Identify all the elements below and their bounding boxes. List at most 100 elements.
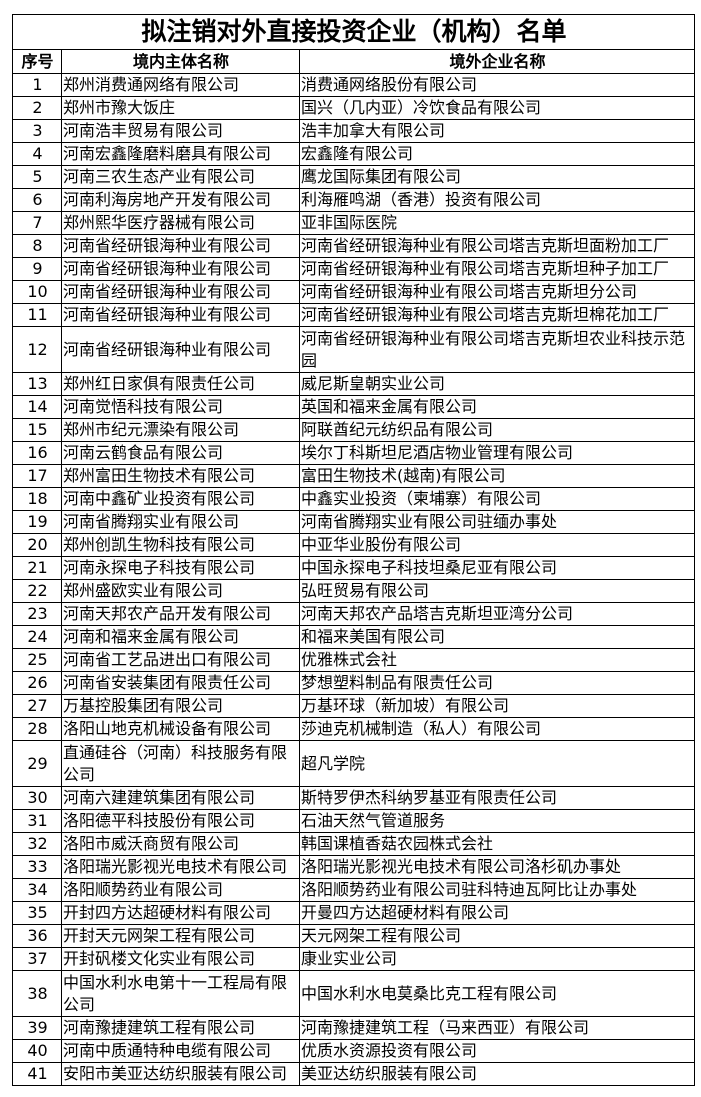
- domestic-name-cell: 郑州盛欧实业有限公司: [61, 579, 300, 603]
- foreign-name-cell: 鹰龙国际集团有限公司: [298, 165, 696, 189]
- table-row: 29 直通硅谷（河南）科技服务有限公司 超凡学院: [12, 740, 696, 787]
- foreign-name-cell: 和福来美国有限公司: [298, 625, 696, 649]
- company-list-table: 拟注销对外直接投资企业（机构）名单 序号 境内主体名称 境外企业名称 1 郑州消费…: [11, 14, 696, 1086]
- foreign-name-cell: 富田生物技术(越南)有限公司: [298, 464, 696, 488]
- domestic-name-cell: 洛阳市威沃商贸有限公司: [61, 832, 300, 856]
- domestic-name-cell: 中国水利水电第十一工程局有限公司: [61, 970, 300, 1017]
- foreign-name-cell: 开曼四方达超硬材料有限公司: [298, 901, 696, 925]
- domestic-name-cell: 郑州消费通网络有限公司: [61, 73, 300, 97]
- seq-cell: 8: [12, 234, 62, 258]
- foreign-name-cell: 河南省经研银海种业有限公司塔吉克斯坦分公司: [298, 280, 696, 304]
- foreign-name-cell: 河南省经研银海种业有限公司塔吉克斯坦农业科技示范园: [298, 326, 696, 373]
- domestic-name-cell: 洛阳德平科技股份有限公司: [61, 809, 300, 833]
- foreign-name-cell: 宏鑫隆有限公司: [298, 142, 696, 166]
- table-row: 5 河南三农生态产业有限公司 鹰龙国际集团有限公司: [12, 165, 696, 189]
- foreign-name-cell: 中国水利水电莫桑比克工程有限公司: [298, 970, 696, 1017]
- table-row: 2 郑州市豫大饭庄 国兴（几内亚）冷饮食品有限公司: [12, 96, 696, 120]
- seq-cell: 6: [12, 188, 62, 212]
- seq-cell: 11: [12, 303, 62, 327]
- table-row: 34 洛阳顺势药业有限公司 洛阳顺势药业有限公司驻科特迪瓦阿比让办事处: [12, 878, 696, 902]
- table-row: 21 河南永探电子科技有限公司 中国永探电子科技坦桑尼亚有限公司: [12, 556, 696, 580]
- seq-cell: 40: [12, 1039, 62, 1063]
- foreign-name-cell: 斯特罗伊杰科纳罗基亚有限责任公司: [298, 786, 696, 810]
- domestic-name-cell: 开封天元网架工程有限公司: [61, 924, 300, 948]
- seq-cell: 14: [12, 395, 62, 419]
- foreign-name-cell: 河南省经研银海种业有限公司塔吉克斯坦种子加工厂: [298, 257, 696, 281]
- table-row: 17 郑州富田生物技术有限公司 富田生物技术(越南)有限公司: [12, 464, 696, 488]
- foreign-name-cell: 中亚华业股份有限公司: [298, 533, 696, 557]
- seq-cell: 38: [12, 970, 62, 1017]
- domestic-name-cell: 直通硅谷（河南）科技服务有限公司: [61, 740, 300, 787]
- table-row: 30 河南六建建筑集团有限公司 斯特罗伊杰科纳罗基亚有限责任公司: [12, 786, 696, 810]
- seq-cell: 26: [12, 671, 62, 695]
- foreign-name-cell: 康业实业公司: [298, 947, 696, 971]
- seq-cell: 12: [12, 326, 62, 373]
- table-row: 9 河南省经研银海种业有限公司 河南省经研银海种业有限公司塔吉克斯坦种子加工厂: [12, 257, 696, 281]
- foreign-name-cell: 河南省腾翔实业有限公司驻缅办事处: [298, 510, 696, 534]
- table-row: 8 河南省经研银海种业有限公司 河南省经研银海种业有限公司塔吉克斯坦面粉加工厂: [12, 234, 696, 258]
- table-row: 33 洛阳瑞光影视光电技术有限公司 洛阳瑞光影视光电技术有限公司洛杉矶办事处: [12, 855, 696, 879]
- domestic-name-cell: 万基控股集团有限公司: [61, 694, 300, 718]
- seq-cell: 23: [12, 602, 62, 626]
- domestic-name-cell: 河南豫捷建筑工程有限公司: [61, 1016, 300, 1040]
- domestic-name-cell: 河南省安装集团有限责任公司: [61, 671, 300, 695]
- table-row: 39 河南豫捷建筑工程有限公司 河南豫捷建筑工程（马来西亚）有限公司: [12, 1016, 696, 1040]
- seq-cell: 39: [12, 1016, 62, 1040]
- table-row: 18 河南中鑫矿业投资有限公司 中鑫实业投资（柬埔寨）有限公司: [12, 487, 696, 511]
- table-row: 6 河南利海房地产开发有限公司 利海雁鸣湖（香港）投资有限公司: [12, 188, 696, 212]
- foreign-name-cell: 天元网架工程有限公司: [298, 924, 696, 948]
- seq-cell: 16: [12, 441, 62, 465]
- domestic-name-cell: 郑州市豫大饭庄: [61, 96, 300, 120]
- seq-cell: 22: [12, 579, 62, 603]
- header-foreign: 境外企业名称: [298, 49, 696, 74]
- table-row: 37 开封矾楼文化实业有限公司 康业实业公司: [12, 947, 696, 971]
- domestic-name-cell: 河南六建建筑集团有限公司: [61, 786, 300, 810]
- foreign-name-cell: 优雅株式会社: [298, 648, 696, 672]
- seq-cell: 33: [12, 855, 62, 879]
- foreign-name-cell: 阿联酋纪元纺织品有限公司: [298, 418, 696, 442]
- foreign-name-cell: 河南豫捷建筑工程（马来西亚）有限公司: [298, 1016, 696, 1040]
- table-row: 15 郑州市纪元漂染有限公司 阿联酋纪元纺织品有限公司: [12, 418, 696, 442]
- domestic-name-cell: 河南省经研银海种业有限公司: [61, 234, 300, 258]
- domestic-name-cell: 开封矾楼文化实业有限公司: [61, 947, 300, 971]
- table-row: 13 郑州红日家俱有限责任公司 威尼斯皇朝实业公司: [12, 372, 696, 396]
- foreign-name-cell: 利海雁鸣湖（香港）投资有限公司: [298, 188, 696, 212]
- seq-cell: 2: [12, 96, 62, 120]
- seq-cell: 20: [12, 533, 62, 557]
- foreign-name-cell: 美亚达纺织服装有限公司: [298, 1062, 696, 1086]
- table-row: 3 河南浩丰贸易有限公司 浩丰加拿大有限公司: [12, 119, 696, 143]
- domestic-name-cell: 河南宏鑫隆磨料磨具有限公司: [61, 142, 300, 166]
- foreign-name-cell: 弘旺贸易有限公司: [298, 579, 696, 603]
- table-row: 1 郑州消费通网络有限公司 消费通网络股份有限公司: [12, 73, 696, 97]
- foreign-name-cell: 亚非国际医院: [298, 211, 696, 235]
- domestic-name-cell: 河南浩丰贸易有限公司: [61, 119, 300, 143]
- seq-cell: 9: [12, 257, 62, 281]
- foreign-name-cell: 埃尔丁科斯坦尼酒店物业管理有限公司: [298, 441, 696, 465]
- table-row: 28 洛阳山地克机械设备有限公司 莎迪克机械制造（私人）有限公司: [12, 717, 696, 741]
- domestic-name-cell: 河南中鑫矿业投资有限公司: [61, 487, 300, 511]
- foreign-name-cell: 英国和福来金属有限公司: [298, 395, 696, 419]
- domestic-name-cell: 河南省工艺品进出口有限公司: [61, 648, 300, 672]
- table-row: 23 河南天邦农产品开发有限公司 河南天邦农产品塔吉克斯坦亚湾分公司: [12, 602, 696, 626]
- seq-cell: 41: [12, 1062, 62, 1086]
- seq-cell: 3: [12, 119, 62, 143]
- domestic-name-cell: 河南省经研银海种业有限公司: [61, 280, 300, 304]
- seq-cell: 37: [12, 947, 62, 971]
- seq-cell: 29: [12, 740, 62, 787]
- foreign-name-cell: 优质水资源投资有限公司: [298, 1039, 696, 1063]
- table-row: 32 洛阳市威沃商贸有限公司 韩国课植香菇农园株式会社: [12, 832, 696, 856]
- domestic-name-cell: 郑州红日家俱有限责任公司: [61, 372, 300, 396]
- table-row: 12 河南省经研银海种业有限公司 河南省经研银海种业有限公司塔吉克斯坦农业科技示范园: [12, 326, 696, 373]
- domestic-name-cell: 郑州创凯生物科技有限公司: [61, 533, 300, 557]
- domestic-name-cell: 河南省腾翔实业有限公司: [61, 510, 300, 534]
- foreign-name-cell: 洛阳瑞光影视光电技术有限公司洛杉矶办事处: [298, 855, 696, 879]
- table-row: 41 安阳市美亚达纺织服装有限公司 美亚达纺织服装有限公司: [12, 1062, 696, 1086]
- foreign-name-cell: 超凡学院: [298, 740, 696, 787]
- table-row: 20 郑州创凯生物科技有限公司 中亚华业股份有限公司: [12, 533, 696, 557]
- domestic-name-cell: 河南省经研银海种业有限公司: [61, 257, 300, 281]
- domestic-name-cell: 郑州市纪元漂染有限公司: [61, 418, 300, 442]
- domestic-name-cell: 郑州熙华医疗器械有限公司: [61, 211, 300, 235]
- foreign-name-cell: 韩国课植香菇农园株式会社: [298, 832, 696, 856]
- seq-cell: 15: [12, 418, 62, 442]
- table-row: 31 洛阳德平科技股份有限公司 石油天然气管道服务: [12, 809, 696, 833]
